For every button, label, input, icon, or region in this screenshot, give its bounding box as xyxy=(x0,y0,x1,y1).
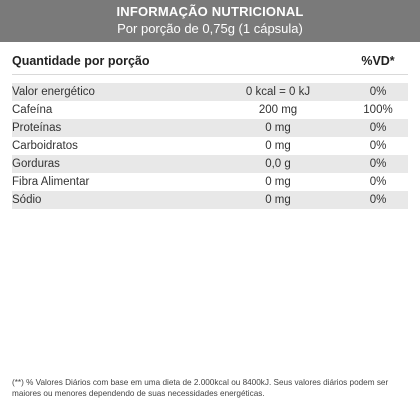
header-quantity-label: Quantidade por porção xyxy=(12,54,150,68)
row-amount: 0,0 g xyxy=(265,158,291,170)
row-amount: 0 mg xyxy=(265,140,291,152)
row-label: Carboidratos xyxy=(12,140,78,152)
row-vd: 0% xyxy=(369,176,387,188)
row-label: Fibra Alimentar xyxy=(12,176,90,188)
nutrition-header: INFORMAÇÃO NUTRICIONAL Por porção de 0,7… xyxy=(0,0,420,42)
table-header: Quantidade por porção %VD* xyxy=(12,48,408,75)
row-amount: 0 mg xyxy=(265,176,291,188)
header-vd-label: %VD* xyxy=(361,54,395,68)
table-row: Fibra Alimentar 0 mg 0% xyxy=(12,173,408,191)
header-subtitle: Por porção de 0,75g (1 cápsula) xyxy=(117,21,303,36)
table-row: Cafeína 200 mg 100% xyxy=(12,101,408,119)
nutrition-table: Quantidade por porção %VD* Valor energét… xyxy=(12,48,408,209)
table-row: Gorduras 0,0 g 0% xyxy=(12,155,408,173)
table-row: Sódio 0 mg 0% xyxy=(12,191,408,209)
row-amount: 0 mg xyxy=(265,194,291,206)
row-vd: 100% xyxy=(363,104,393,116)
row-amount: 200 mg xyxy=(258,104,298,116)
daily-values-footnote: (**) % Valores Diários com base em uma d… xyxy=(12,378,389,398)
row-vd: 0% xyxy=(369,158,387,170)
table-row: Proteínas 0 mg 0% xyxy=(12,119,408,137)
row-vd: 0% xyxy=(369,140,387,152)
row-label: Gorduras xyxy=(12,158,60,170)
row-vd: 0% xyxy=(369,122,387,134)
row-amount: 0 kcal = 0 kJ xyxy=(245,86,311,98)
header-title: INFORMAÇÃO NUTRICIONAL xyxy=(116,4,304,19)
row-label: Cafeína xyxy=(12,104,53,116)
table-row: Valor energético 0 kcal = 0 kJ 0% xyxy=(12,83,408,101)
table-row: Carboidratos 0 mg 0% xyxy=(12,137,408,155)
row-label: Sódio xyxy=(12,194,42,206)
row-vd: 0% xyxy=(369,86,387,98)
row-label: Valor energético xyxy=(12,86,95,98)
row-amount: 0 mg xyxy=(265,122,291,134)
row-label: Proteínas xyxy=(12,122,62,134)
row-vd: 0% xyxy=(369,194,387,206)
